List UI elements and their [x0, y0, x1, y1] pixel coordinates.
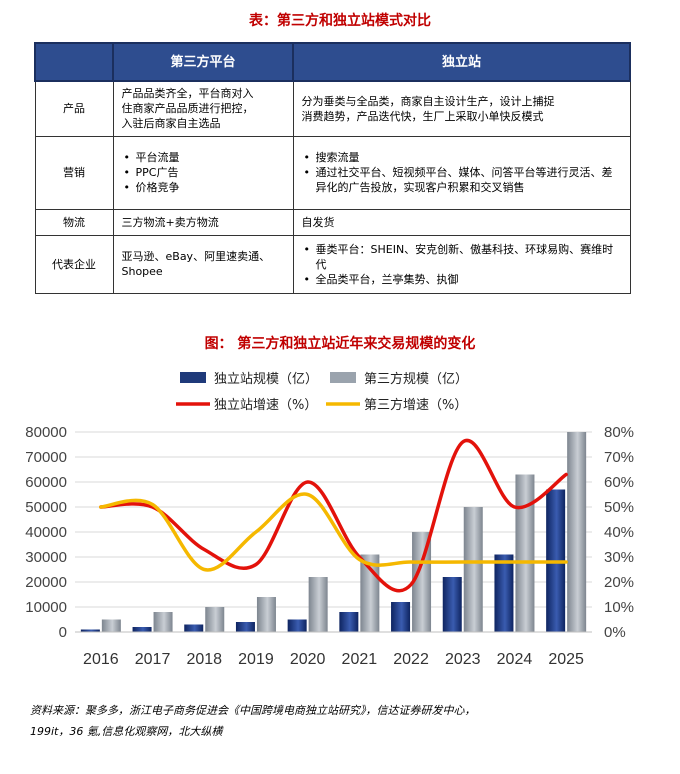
- bar-independent: [287, 619, 307, 632]
- bar-independent: [80, 629, 100, 632]
- comparison-table: 第三方平台 独立站 产品 产品品类齐全，平台商对入 住商家产品品质进行把控， 入…: [34, 42, 631, 294]
- bullet-item: 价格竞争: [124, 180, 285, 195]
- y-right-tick-label: 30%: [604, 549, 634, 566]
- bullet-item: 全品类平台，兰亭集势、执御: [304, 272, 622, 287]
- y-left-tick-label: 0: [59, 624, 67, 641]
- x-tick-label: 2018: [186, 651, 222, 668]
- source-line-2: 199it，36 氪,信息化观察网，北大纵横: [30, 725, 223, 738]
- cell-third-product: 产品品类齐全，平台商对入 住商家产品品质进行把控， 入驻后商家自主选品: [112, 80, 294, 137]
- bar-third-party: [308, 577, 328, 632]
- x-tick-label: 2023: [445, 651, 481, 668]
- y-left-tick-label: 60000: [25, 474, 67, 491]
- cell-line: 分为垂类与全品类，商家自主设计生产，设计上捕捉: [301, 94, 555, 108]
- cell-line: 住商家产品品质进行把控，: [121, 102, 254, 116]
- cell-third-marketing: 平台流量 PPC广告 价格竞争: [112, 135, 294, 210]
- legend-label: 第三方规模（亿）: [364, 371, 468, 387]
- header-corner: [34, 42, 114, 82]
- y-right-tick-label: 70%: [604, 449, 634, 466]
- cell-line: Shopee: [121, 265, 163, 278]
- source-note: 资料来源：聚多多，浙江电子商务促进会《中国跨境电商独立站研究》，信达证券研发中心…: [30, 700, 630, 742]
- bar-third-party: [256, 597, 276, 632]
- y-right-tick-label: 80%: [604, 424, 634, 441]
- cell-independent-companies: 垂类平台：SHEIN、安克创新、傲基科技、环球易购、赛维时代 全品类平台，兰亭集…: [292, 234, 631, 294]
- x-tick-label: 2016: [83, 651, 119, 668]
- legend-label: 独立站规模（亿）: [214, 372, 318, 387]
- chart-lines: [99, 438, 568, 593]
- cell-independent-marketing: 搜索流量 通过社交平台、短视频平台、媒体、问答平台等进行灵活、差异化的广告投放，…: [292, 135, 631, 210]
- row-label: 物流: [34, 208, 114, 236]
- table-row: 产品 产品品类齐全，平台商对入 住商家产品品质进行把控， 入驻后商家自主选品 分…: [34, 80, 631, 137]
- cell-line: 入驻后商家自主选品: [121, 117, 221, 131]
- bar-third-party: [567, 432, 587, 632]
- y-right-tick-label: 40%: [604, 524, 634, 541]
- bar-independent: [235, 622, 255, 632]
- bar-third-party: [412, 532, 432, 632]
- table-row: 代表企业 亚马逊、eBay、阿里速卖通、 Shopee 垂类平台：SHEIN、安…: [34, 234, 631, 294]
- y-right-tick-label: 60%: [604, 474, 634, 491]
- y-left-tick-label: 80000: [25, 424, 67, 441]
- legend-label: 独立站增速（%）: [214, 398, 317, 413]
- table-header-row: 第三方平台 独立站: [34, 42, 631, 82]
- y-left-tick-label: 50000: [25, 499, 67, 516]
- bar-third-party: [101, 619, 121, 632]
- bar-third-party: [205, 607, 225, 632]
- x-tick-label: 2022: [393, 651, 429, 668]
- cell-line: 产品品类齐全，平台商对入: [121, 87, 254, 101]
- bar-third-party: [153, 612, 173, 632]
- y-right-tick-label: 50%: [604, 499, 634, 516]
- cell-independent-logistics: 自发货: [292, 208, 631, 236]
- x-tick-label: 2025: [548, 651, 584, 668]
- header-third-party: 第三方平台: [112, 42, 294, 82]
- header-independent: 独立站: [292, 42, 631, 82]
- table-row: 营销 平台流量 PPC广告 价格竞争 搜索流量 通过社交平台、短视频平台、媒体、…: [34, 135, 631, 210]
- chart-title: 图： 第三方和独立站近年来交易规模的变化: [204, 336, 476, 352]
- bar-independent: [339, 612, 359, 632]
- x-tick-label: 2020: [290, 651, 326, 668]
- bullet-item: 搜索流量: [304, 150, 622, 165]
- cell-line: 亚马逊、eBay、阿里速卖通、: [121, 250, 271, 263]
- chart-legend: 独立站规模（亿） 第三方规模（亿） 独立站增速（%） 第三方增速（%）: [176, 371, 468, 413]
- y-left-tick-label: 10000: [25, 599, 67, 616]
- y-left-tick-label: 20000: [25, 574, 67, 591]
- row-label: 产品: [34, 80, 114, 137]
- legend-swatch: [180, 372, 206, 383]
- y-right-tick-label: 10%: [604, 599, 634, 616]
- cell-independent-product: 分为垂类与全品类，商家自主设计生产，设计上捕捉 消费趋势，产品迭代快，生厂上采取…: [292, 80, 631, 137]
- y-right-tick-label: 20%: [604, 574, 634, 591]
- x-tick-label: 2019: [238, 651, 274, 668]
- bar-third-party: [463, 507, 483, 632]
- bar-third-party: [515, 474, 535, 632]
- bar-independent: [442, 577, 462, 632]
- cell-third-companies: 亚马逊、eBay、阿里速卖通、 Shopee: [112, 234, 294, 294]
- bullet-item: 平台流量: [124, 150, 285, 165]
- legend-swatch: [330, 372, 356, 383]
- cell-line: 消费趋势，产品迭代快，生厂上采取小单快反模式: [301, 109, 544, 123]
- chart-axes: 0 10000 20000 30000 40000 50000 60000 70000 8000…: [25, 424, 634, 668]
- bar-independent: [184, 624, 204, 632]
- bar-independent: [494, 554, 514, 632]
- chart-grid: [75, 431, 592, 608]
- bar-independent: [391, 602, 411, 632]
- legend-label: 第三方增速（%）: [364, 397, 467, 413]
- bullet-item: 垂类平台：SHEIN、安克创新、傲基科技、环球易购、赛维时代: [304, 242, 622, 272]
- y-left-tick-label: 40000: [25, 524, 67, 541]
- table-row: 物流 三方物流+卖方物流 自发货: [34, 208, 631, 236]
- y-left-tick-label: 70000: [25, 449, 67, 466]
- line-third-party-growth: [99, 492, 568, 572]
- y-left-tick-label: 30000: [25, 549, 67, 566]
- bullet-item: 通过社交平台、短视频平台、媒体、问答平台等进行灵活、差异化的广告投放，实现客户积…: [304, 165, 622, 195]
- bullet-item: PPC广告: [124, 165, 285, 180]
- row-label: 营销: [34, 135, 114, 210]
- line-independent-growth: [99, 438, 568, 593]
- row-label: 代表企业: [34, 234, 114, 294]
- cell-third-logistics: 三方物流+卖方物流: [112, 208, 294, 236]
- growth-chart: 独立站规模（亿） 第三方规模（亿） 独立站增速（%） 第三方增速（%） 0 10000 2…: [25, 371, 634, 668]
- bar-independent: [132, 627, 152, 632]
- y-right-tick-label: 0%: [604, 624, 626, 641]
- table-title: 表：第三方和独立站模式对比: [249, 13, 431, 29]
- x-tick-label: 2021: [342, 651, 378, 668]
- source-line-1: 资料来源：聚多多，浙江电子商务促进会《中国跨境电商独立站研究》，信达证券研发中心…: [30, 704, 476, 717]
- x-tick-label: 2017: [135, 651, 171, 668]
- x-tick-label: 2024: [497, 651, 533, 668]
